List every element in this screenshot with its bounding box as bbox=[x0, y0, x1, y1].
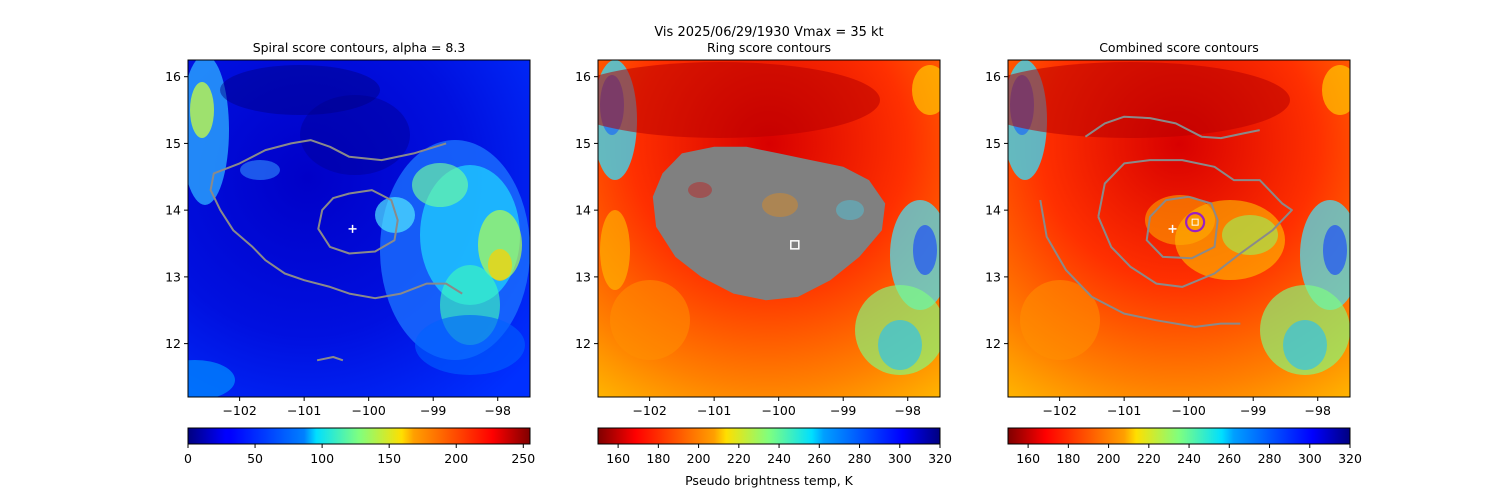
combined-colorbar-tick-label: 220 bbox=[1137, 451, 1161, 466]
spiral-colorbar-tick-label: 100 bbox=[310, 451, 334, 466]
ring-x-tick-label: −99 bbox=[830, 403, 856, 418]
spiral-colorbar-tick-label: 50 bbox=[247, 451, 263, 466]
ring-x-tick-label: −102 bbox=[632, 403, 666, 418]
ring-colorbar-tick-label: 260 bbox=[807, 451, 831, 466]
ring-colorbar-tick-label: 240 bbox=[767, 451, 791, 466]
combined-contour-line bbox=[1145, 195, 1219, 260]
ring-colorbar-tick-label: 220 bbox=[727, 451, 751, 466]
spiral-x-tick-label: −102 bbox=[222, 403, 256, 418]
combined-x-tick-label: −102 bbox=[1042, 403, 1076, 418]
combined-colorbar: 160 180 200 220 240 260 280 300 320 bbox=[1007, 427, 1362, 466]
ring-y-tick-label: 14 bbox=[575, 203, 591, 218]
combined-colorbar-tick-label: 200 bbox=[1097, 451, 1121, 466]
ring-y-tick-label: 15 bbox=[575, 136, 591, 151]
spiral-y-tick-label: 14 bbox=[165, 203, 181, 218]
ring-square-marker bbox=[790, 240, 800, 250]
combined-colorbar-tick-label: 280 bbox=[1258, 451, 1282, 466]
combined-x-tick-label: −101 bbox=[1107, 403, 1141, 418]
spiral-y-tick-label: 16 bbox=[165, 69, 181, 84]
combined-center-plus-marker bbox=[1168, 224, 1177, 233]
ring-x-tick-label: −100 bbox=[762, 403, 796, 418]
ring-colorbar-tick-label: 300 bbox=[888, 451, 912, 466]
spiral-contour-line bbox=[209, 139, 463, 300]
ring-y-tick-label: 13 bbox=[575, 269, 591, 284]
spiral-center-plus-marker bbox=[348, 224, 357, 233]
combined-y-tick-label: 12 bbox=[985, 336, 1001, 351]
combined-colorbar-tick-label: 320 bbox=[1338, 451, 1362, 466]
spiral-x-tick-label: −99 bbox=[420, 403, 446, 418]
combined-colorbar-tick-label: 240 bbox=[1177, 451, 1201, 466]
combined-panel-title: Combined score contours bbox=[1099, 40, 1259, 55]
combined-y-tick-label: 14 bbox=[985, 203, 1001, 218]
ring-y-tick-label: 16 bbox=[575, 69, 591, 84]
ring-colorbar-tick-label: 200 bbox=[687, 451, 711, 466]
spiral-heatmap-image bbox=[188, 60, 530, 397]
spiral-x-tick-label: −101 bbox=[287, 403, 321, 418]
ring-heatmap-image bbox=[598, 60, 940, 397]
spiral-contour-line bbox=[317, 189, 399, 255]
combined-colorbar-tick-label: 260 bbox=[1217, 451, 1241, 466]
combined-y-tick-label: 13 bbox=[985, 269, 1001, 284]
combined-contour-line bbox=[1097, 159, 1293, 288]
spiral-panel: Spiral score contours, alpha = 8.3 −102 −… bbox=[165, 40, 535, 466]
combined-square-marker bbox=[1191, 218, 1199, 226]
combined-panel: Combined score contours −102 −101 −100 −99 −… bbox=[985, 40, 1362, 466]
spiral-x-tick-label: −100 bbox=[352, 403, 386, 418]
figure-suptitle: Vis 2025/06/29/1930 Vmax = 35 kt bbox=[654, 25, 883, 40]
combined-x-tick-label: −99 bbox=[1240, 403, 1266, 418]
spiral-panel-title: Spiral score contours, alpha = 8.3 bbox=[253, 40, 466, 55]
combined-x-tick-label: −98 bbox=[1305, 403, 1331, 418]
combined-contour-line bbox=[1084, 115, 1260, 140]
combined-contour-line bbox=[1039, 199, 1241, 328]
spiral-colorbar-tick-label: 150 bbox=[377, 451, 401, 466]
ring-colorbar-tick-label: 280 bbox=[848, 451, 872, 466]
spiral-y-tick-label: 15 bbox=[165, 136, 181, 151]
combined-y-tick-label: 15 bbox=[985, 136, 1001, 151]
ring-colorbar-tick-label: 180 bbox=[646, 451, 670, 466]
spiral-y-tick-label: 13 bbox=[165, 269, 181, 284]
spiral-contour-line bbox=[316, 356, 344, 362]
ring-score-region bbox=[652, 146, 886, 301]
ring-x-tick-label: −101 bbox=[697, 403, 731, 418]
ring-panel: Ring score contours −102 −101 −100 −99 −98 12… bbox=[575, 40, 952, 488]
spiral-colorbar-tick-label: 250 bbox=[511, 451, 535, 466]
spiral-colorbar-tick-label: 200 bbox=[444, 451, 468, 466]
combined-heatmap-image bbox=[1008, 60, 1350, 397]
spiral-y-tick-label: 12 bbox=[165, 336, 181, 351]
combined-colorbar-tick-label: 300 bbox=[1298, 451, 1322, 466]
combined-y-tick-label: 16 bbox=[985, 69, 1001, 84]
combined-circle-marker bbox=[1185, 212, 1206, 233]
ring-colorbar-tick-label: 160 bbox=[606, 451, 630, 466]
ring-colorbar-tick-label: 320 bbox=[928, 451, 952, 466]
ring-x-tick-label: −98 bbox=[895, 403, 921, 418]
ring-panel-title: Ring score contours bbox=[707, 40, 831, 55]
spiral-colorbar-tick-label: 0 bbox=[184, 451, 192, 466]
spiral-colorbar: 0 50 100 150 200 250 bbox=[184, 427, 535, 466]
ring-colorbar: 160 180 200 220 240 260 280 300 320 bbox=[597, 427, 952, 466]
combined-colorbar-tick-label: 180 bbox=[1056, 451, 1080, 466]
combined-colorbar-tick-label: 160 bbox=[1016, 451, 1040, 466]
ring-y-tick-label: 12 bbox=[575, 336, 591, 351]
combined-x-tick-label: −100 bbox=[1172, 403, 1206, 418]
ring-colorbar-label: Pseudo brightness temp, K bbox=[685, 473, 854, 488]
spiral-x-tick-label: −98 bbox=[485, 403, 511, 418]
